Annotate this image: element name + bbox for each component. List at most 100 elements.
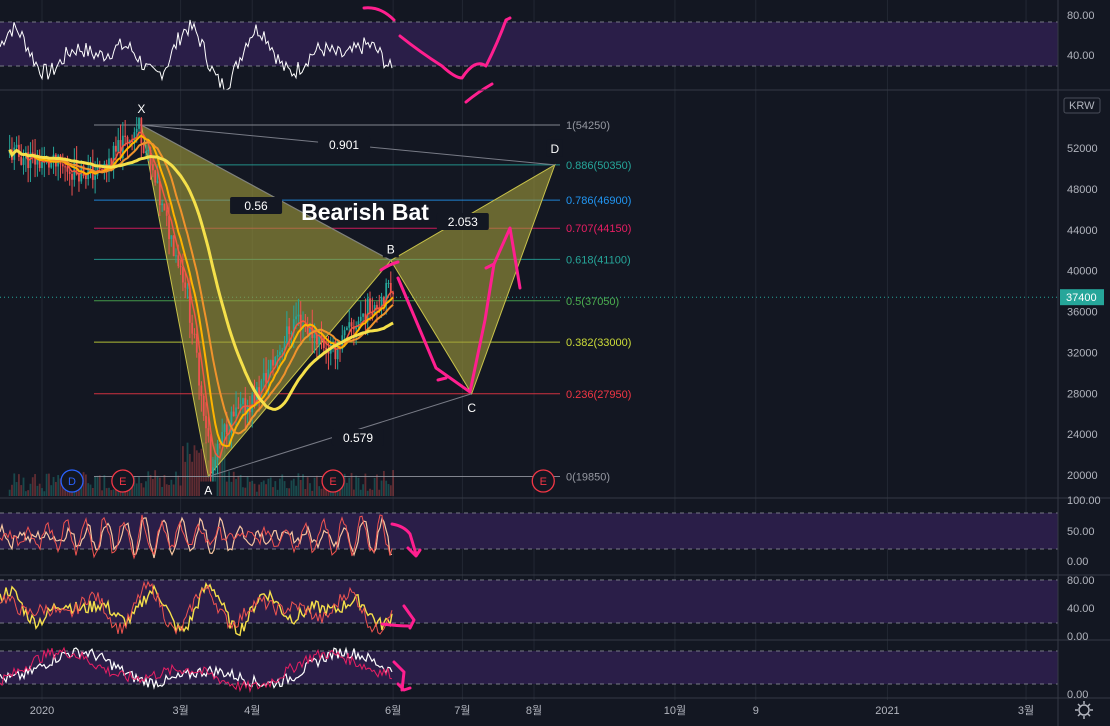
gear-icon[interactable] [1078, 704, 1090, 716]
current-price-badge[interactable] [1060, 289, 1104, 306]
candle-body [311, 324, 314, 339]
annotation-stroke [379, 260, 400, 272]
pattern-point-box [463, 398, 480, 416]
current-price-label: 37400 [1066, 292, 1097, 304]
candle-body [315, 334, 318, 345]
volume-bar [191, 461, 194, 496]
volume-bar [205, 442, 207, 496]
settings-button[interactable] [1075, 701, 1093, 719]
candle-body [108, 158, 110, 168]
oscillator-line [0, 646, 393, 694]
volume-bar [31, 477, 34, 496]
pattern-point-label: B [387, 242, 395, 256]
candle-body [212, 467, 214, 474]
volume-bar [45, 473, 48, 496]
volume-bar [283, 481, 286, 496]
volume-bar [318, 486, 321, 496]
candle-body [163, 203, 166, 211]
volume-bar [228, 471, 231, 496]
candle-body [31, 152, 34, 154]
candle-body [288, 326, 291, 335]
volume-bar [290, 480, 293, 496]
event-marker[interactable] [321, 469, 345, 493]
candle-body [366, 298, 369, 322]
bat-pattern[interactable] [140, 124, 556, 478]
volume-bar [184, 461, 187, 496]
volume-bar [378, 489, 381, 496]
candle-body [355, 327, 358, 330]
moving-averages [8, 131, 394, 459]
indicator-tick-label: 40.00 [1067, 50, 1095, 62]
candle-body [392, 292, 395, 295]
candle-body [309, 324, 311, 334]
volume-bar [105, 488, 108, 496]
candle-body [200, 385, 203, 396]
candle-body [61, 164, 64, 167]
volume-bar [38, 483, 41, 496]
volume-bar [163, 474, 166, 496]
currency-badge-frame [1063, 97, 1101, 114]
candle-body [348, 322, 351, 328]
volume-bar [103, 475, 106, 496]
candle-body [269, 359, 272, 370]
volume-bar [244, 487, 247, 496]
indicator-tick-label: 80.00 [1067, 575, 1095, 587]
ratio-box [331, 429, 384, 446]
volume-bar [292, 478, 295, 496]
event-marker[interactable] [60, 469, 84, 493]
price-tick-label: 52000 [1067, 143, 1098, 155]
volume-bar [242, 487, 244, 496]
event-marker[interactable] [531, 469, 555, 493]
volume-bar [392, 470, 395, 496]
price-tick-label: 20000 [1067, 470, 1098, 482]
candle-body [205, 415, 207, 429]
candle-body [380, 297, 383, 308]
ratio-label: 0.56 [244, 199, 268, 213]
volume-bar [82, 472, 85, 496]
candle-body [387, 282, 390, 284]
time-tick-label: 9 [753, 705, 759, 717]
volume-bar [239, 474, 242, 496]
main-price-panel[interactable]: 1(54250) 0.886(50350) 0.786(46900) 0.707(44… [0, 100, 1058, 499]
price-scale[interactable]: 80.00 40.00 100.00 50.00 0.00 80.00 40.00 0.00 0… [1060, 10, 1104, 701]
pattern-point-box [200, 481, 217, 499]
volume-bar [299, 480, 302, 496]
currency-badge: KRW [1069, 100, 1095, 112]
candle-body [295, 316, 297, 320]
volume-bar [279, 478, 281, 496]
indicator-tick-label: 0.00 [1067, 631, 1088, 643]
volume-bar [172, 484, 175, 496]
candle-body [175, 255, 177, 257]
event-marker[interactable] [111, 469, 135, 493]
pattern-triangle[interactable] [390, 163, 556, 395]
volume-bar [295, 485, 297, 496]
price-tick-label: 36000 [1067, 307, 1098, 319]
candle-body [138, 118, 140, 129]
volume-bar [133, 476, 136, 496]
fib-level-label: 1(54250) [566, 120, 610, 132]
candle-body [161, 203, 164, 206]
volume-bar [355, 475, 358, 496]
candle-body [110, 158, 113, 167]
indicator-lines [0, 19, 393, 694]
candle-body [172, 235, 175, 256]
candle-body [214, 459, 217, 468]
volume-bar [364, 473, 367, 496]
time-scale[interactable]: 2020 3월 4월 6월 7월 8월 10월 9 2021 3월 [30, 704, 1034, 717]
price-tick-label: 48000 [1067, 184, 1098, 196]
price-tick-label: 28000 [1067, 388, 1098, 400]
candle-body [285, 326, 288, 344]
volume-bar [376, 474, 378, 496]
volume-bar [230, 481, 233, 496]
candle-body [283, 343, 286, 351]
volume-bar [249, 481, 251, 496]
volume-bar [311, 490, 314, 496]
fib-level-label: 0.236(27950) [566, 389, 631, 401]
candle-body [68, 171, 71, 174]
pattern-point-label: X [137, 102, 145, 116]
volume-bar [15, 482, 18, 496]
hand-annotations [362, 6, 522, 692]
